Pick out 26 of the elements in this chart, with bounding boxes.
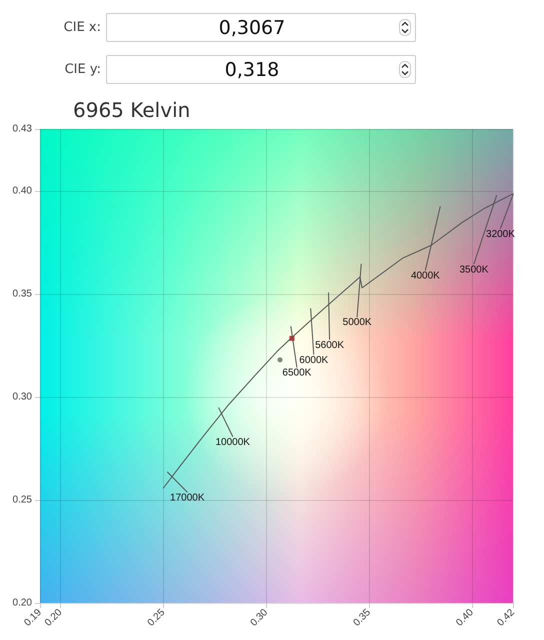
x-tick-label: 0.25 [146,606,168,629]
text: 0,318 [224,59,280,81]
text: CIE x: [64,20,101,35]
x-tick-label: 0.40 [454,606,476,629]
series-label: 5000K [342,317,372,328]
series-label: 17000K [170,492,205,504]
y-tick-label: 0.20 [12,598,32,608]
x-tick-label: 0.19 [22,606,44,629]
x-tick-label: 0.42 [495,606,518,629]
x-tick-label: 0.35 [351,606,374,629]
y-tick-label: 0.30 [12,391,32,402]
text: CIE y: [64,62,101,77]
y-tick-label: 0.35 [12,288,32,300]
series-label: 6500K [282,368,312,379]
text: 0,3067 [218,17,286,39]
series-label: 10000K [215,436,250,448]
series-label: 6000K [299,354,329,366]
x-tick-label: 0.20 [42,606,65,629]
series-label: 4000K [410,270,440,282]
y-tick-label: 0.40 [12,185,32,196]
chart-title: 6965 Kelvin [73,98,190,122]
y-tick-label: 0.25 [12,494,32,506]
series-label: 3500K [459,264,489,276]
x-tick-label: 0.30 [248,606,270,629]
y-tick-label: 0.43 [12,124,32,134]
series-label: 5600K [315,340,344,351]
